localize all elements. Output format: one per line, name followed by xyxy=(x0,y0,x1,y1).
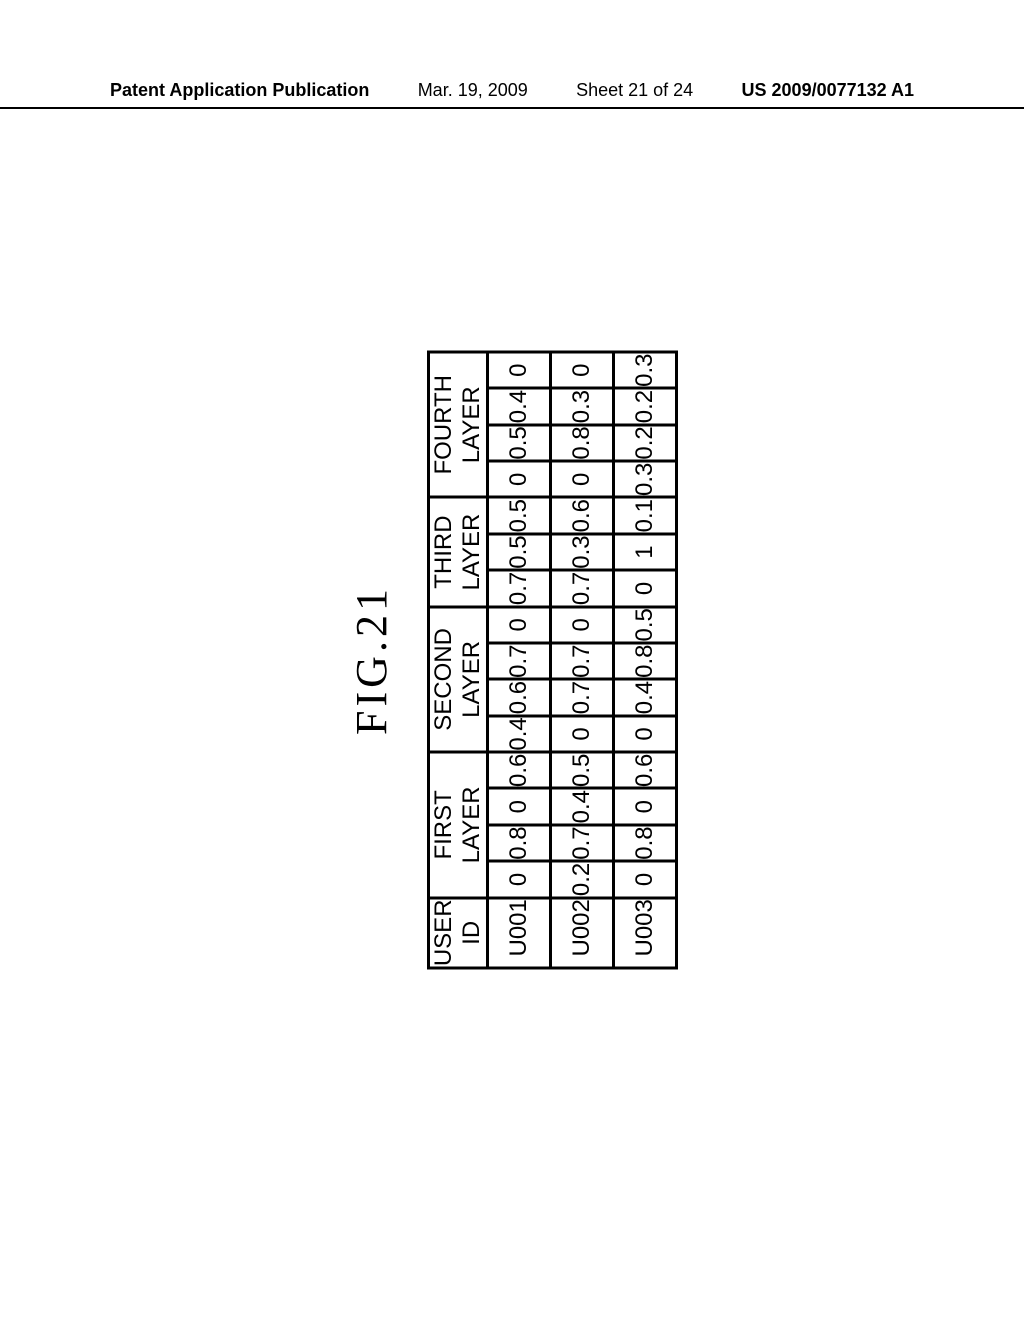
cell-user-id: U002 xyxy=(551,898,614,968)
cell-value: 0.7 xyxy=(551,643,614,679)
sheet-number: Sheet 21 of 24 xyxy=(576,80,693,101)
cell-value: 0.4 xyxy=(488,716,551,752)
header-first-layer: FIRST LAYER xyxy=(429,752,488,898)
cell-value: 0.4 xyxy=(488,388,551,424)
figure-container: FIG.21 USER ID FIRST LAYER SECOND LAYER … xyxy=(346,351,678,970)
cell-value: 0.5 xyxy=(614,607,677,643)
cell-value: 0.8 xyxy=(614,643,677,679)
cell-value: 0 xyxy=(551,607,614,643)
cell-value: 0 xyxy=(614,861,677,897)
cell-value: 0.4 xyxy=(614,679,677,715)
cell-value: 0.4 xyxy=(551,789,614,825)
cell-user-id: U001 xyxy=(488,898,551,968)
cell-value: 0.5 xyxy=(488,498,551,534)
cell-value: 0.1 xyxy=(614,498,677,534)
cell-value: 0.5 xyxy=(488,425,551,461)
cell-value: 0 xyxy=(488,861,551,897)
cell-value: 0.6 xyxy=(488,679,551,715)
header-fourth-layer: FOURTH LAYER xyxy=(429,352,488,498)
cell-value: 0.8 xyxy=(551,425,614,461)
table-header-row: USER ID FIRST LAYER SECOND LAYER THIRD L… xyxy=(429,352,488,968)
cell-value: 0.2 xyxy=(551,861,614,897)
table-row: U001 0 0.8 0 0.6 0.4 0.6 0.7 0 0.7 0.5 0… xyxy=(488,352,551,968)
cell-user-id: U003 xyxy=(614,898,677,968)
cell-value: 0.3 xyxy=(551,534,614,570)
publication-label: Patent Application Publication xyxy=(110,80,369,101)
cell-value: 0 xyxy=(488,461,551,497)
figure-label: FIG.21 xyxy=(346,351,397,970)
cell-value: 0.3 xyxy=(614,461,677,497)
cell-value: 0 xyxy=(488,352,551,388)
cell-value: 0.3 xyxy=(614,352,677,388)
cell-value: 0.3 xyxy=(551,388,614,424)
publication-date: Mar. 19, 2009 xyxy=(418,80,528,101)
document-number: US 2009/0077132 A1 xyxy=(742,80,914,101)
cell-value: 0.2 xyxy=(614,388,677,424)
cell-value: 0 xyxy=(488,789,551,825)
table-row: U002 0.2 0.7 0.4 0.5 0 0.7 0.7 0 0.7 0.3… xyxy=(551,352,614,968)
cell-value: 0.7 xyxy=(551,679,614,715)
cell-value: 0 xyxy=(614,716,677,752)
cell-value: 0.8 xyxy=(488,825,551,861)
cell-value: 0 xyxy=(614,570,677,606)
cell-value: 0.2 xyxy=(614,425,677,461)
cell-value: 0.7 xyxy=(488,570,551,606)
header-user-id: USER ID xyxy=(429,898,488,968)
table-row: U003 0 0.8 0 0.6 0 0.4 0.8 0.5 0 1 0.1 0… xyxy=(614,352,677,968)
cell-value: 0.5 xyxy=(551,752,614,788)
cell-value: 0.8 xyxy=(614,825,677,861)
cell-value: 0 xyxy=(551,716,614,752)
cell-value: 0.6 xyxy=(488,752,551,788)
data-table: USER ID FIRST LAYER SECOND LAYER THIRD L… xyxy=(427,351,678,970)
cell-value: 0.6 xyxy=(551,498,614,534)
cell-value: 0 xyxy=(488,607,551,643)
cell-value: 0 xyxy=(551,352,614,388)
header-second-layer: SECOND LAYER xyxy=(429,607,488,753)
cell-value: 0.7 xyxy=(488,643,551,679)
table-body: U001 0 0.8 0 0.6 0.4 0.6 0.7 0 0.7 0.5 0… xyxy=(488,352,677,968)
cell-value: 0.6 xyxy=(614,752,677,788)
cell-value: 0.7 xyxy=(551,825,614,861)
cell-value: 0.7 xyxy=(551,570,614,606)
header-third-layer: THIRD LAYER xyxy=(429,498,488,607)
cell-value: 0 xyxy=(614,789,677,825)
cell-value: 0.5 xyxy=(488,534,551,570)
cell-value: 1 xyxy=(614,534,677,570)
page-header: Patent Application Publication Mar. 19, … xyxy=(0,80,1024,109)
cell-value: 0 xyxy=(551,461,614,497)
